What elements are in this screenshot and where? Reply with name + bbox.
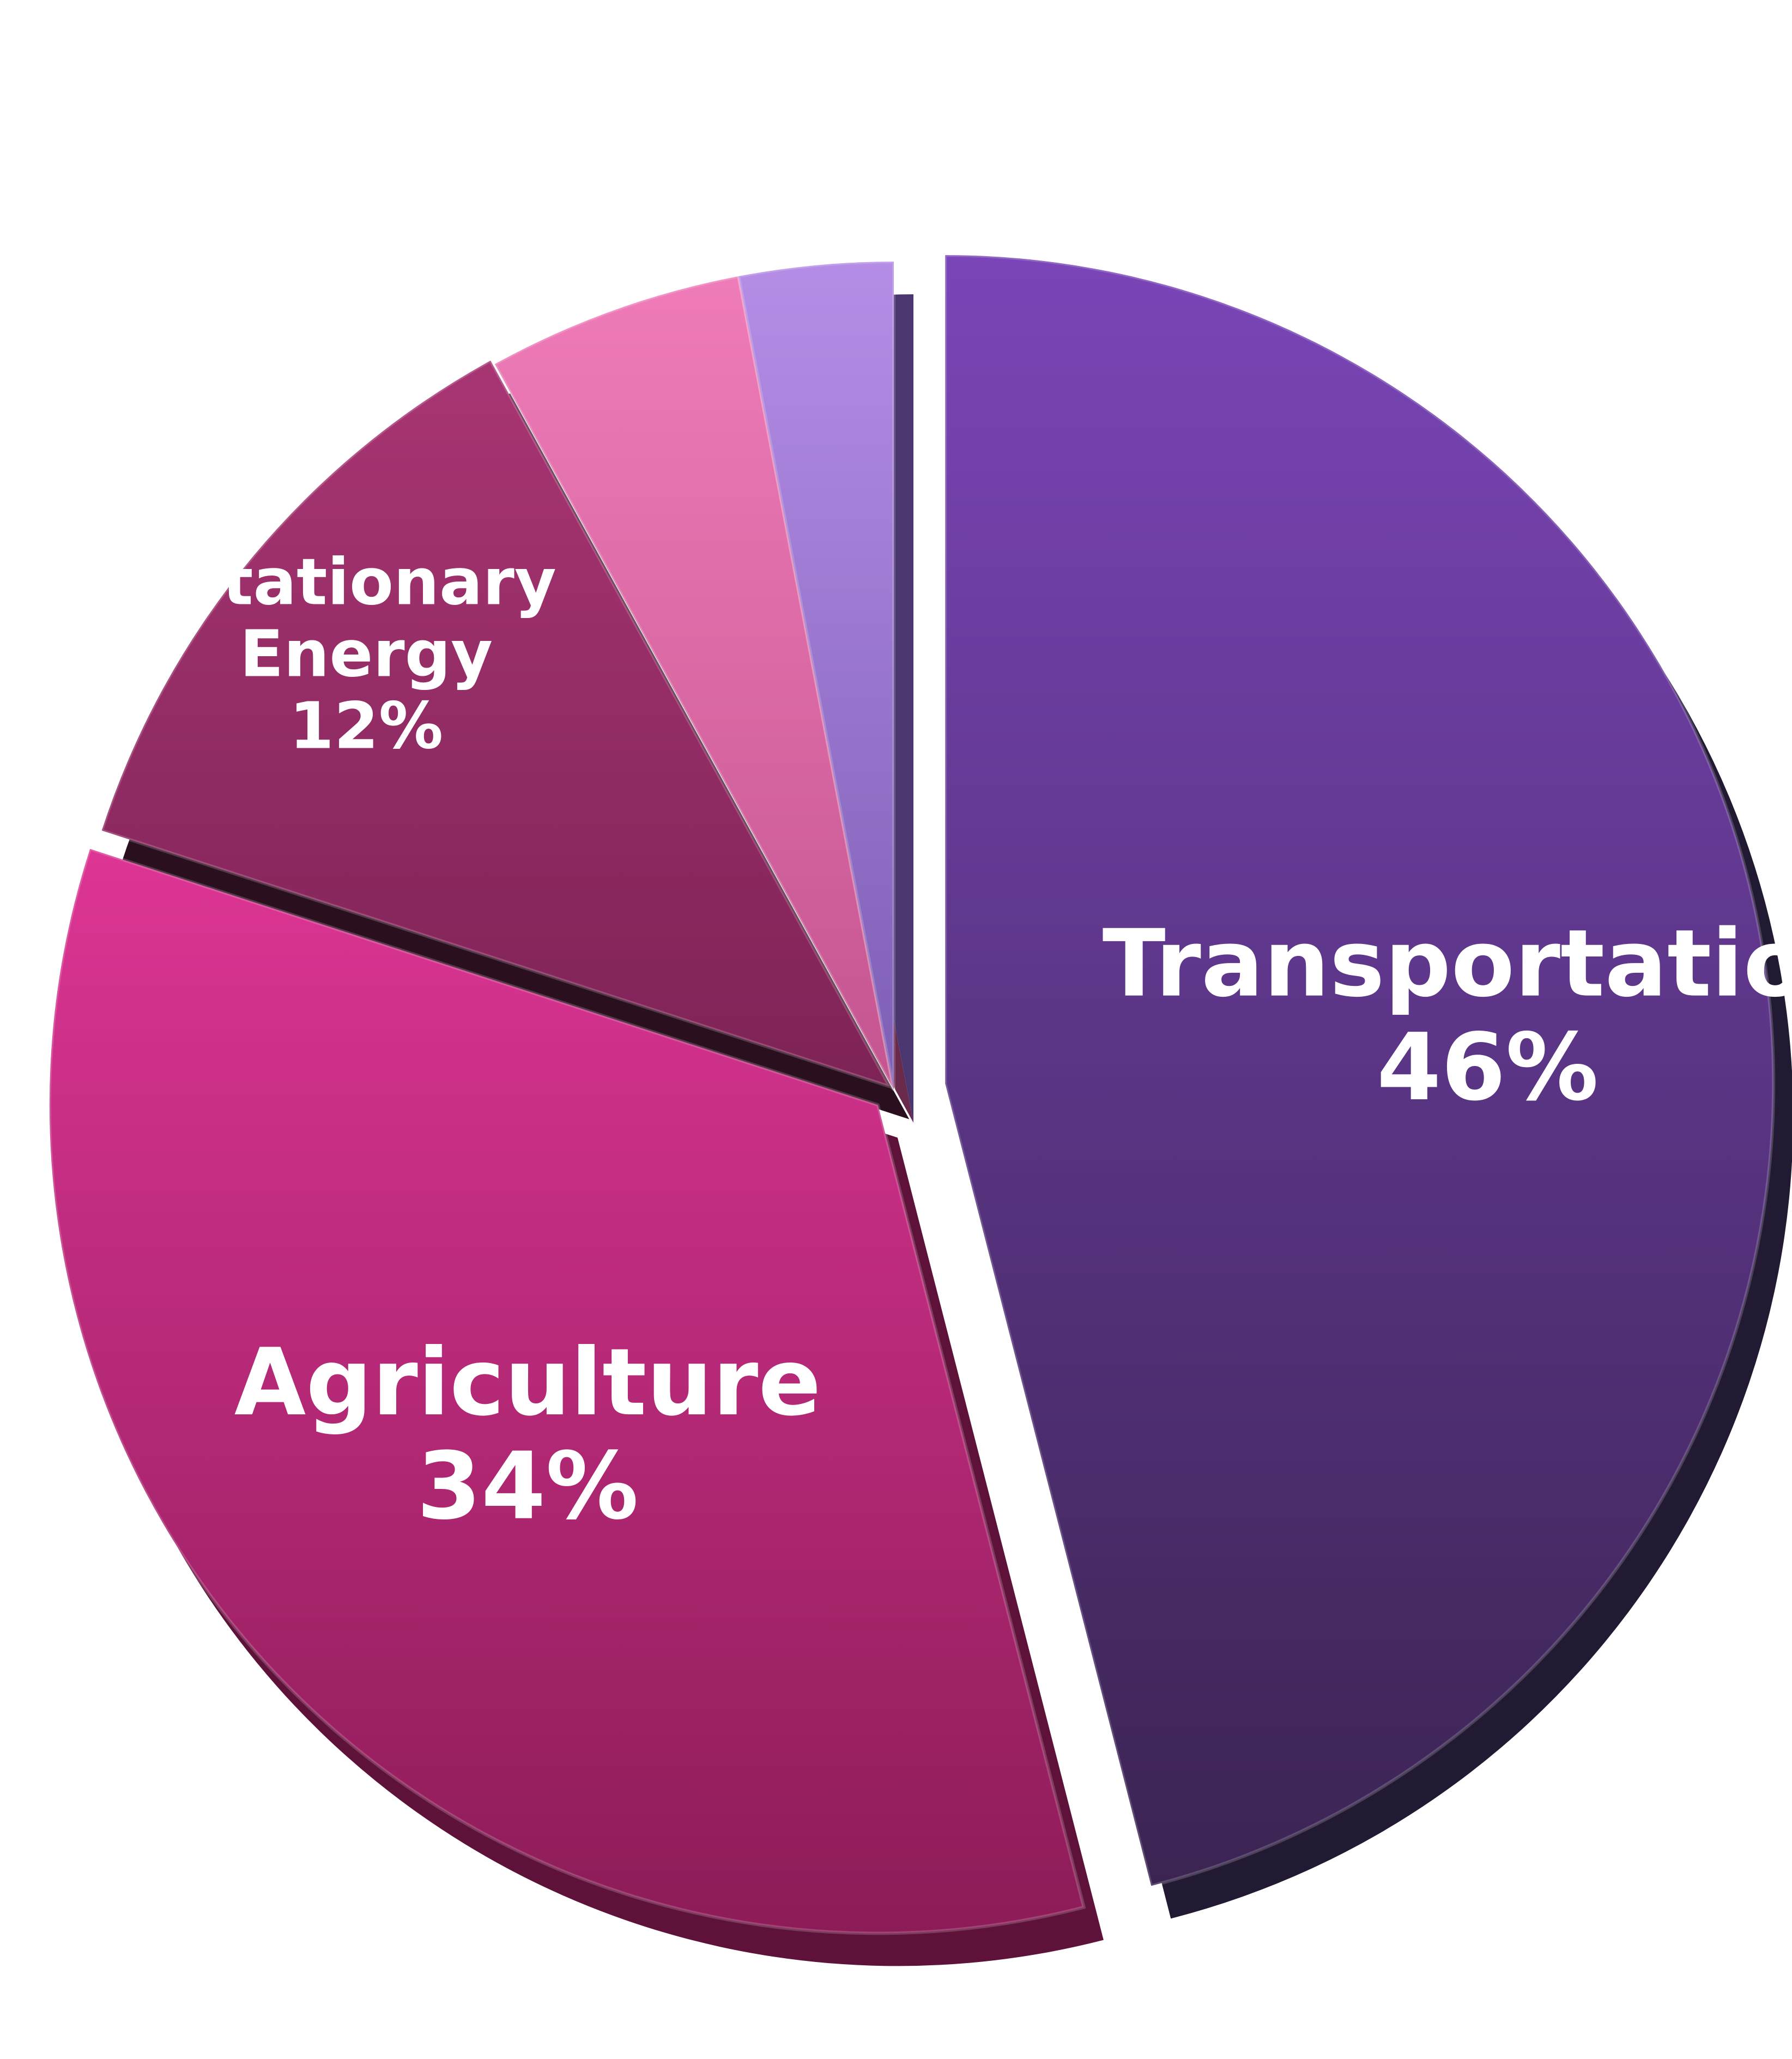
pie-slice: [492, 274, 895, 1091]
slice-value-label: 12%: [289, 688, 443, 764]
pie-slice: [736, 259, 895, 1091]
pie-slice: [99, 358, 893, 1089]
slice-category-label: Energy: [240, 616, 493, 691]
pie-slice: [943, 253, 1776, 1888]
slice-category-label: Agriculture: [234, 1329, 821, 1437]
slice-category-label: Stationary: [176, 544, 556, 619]
pie-slice: [47, 846, 1086, 1935]
slice-value-label: 34%: [417, 1433, 639, 1541]
slice-value-label: 46%: [1377, 1014, 1599, 1122]
slice-category-label: Transportation: [1103, 910, 1792, 1018]
